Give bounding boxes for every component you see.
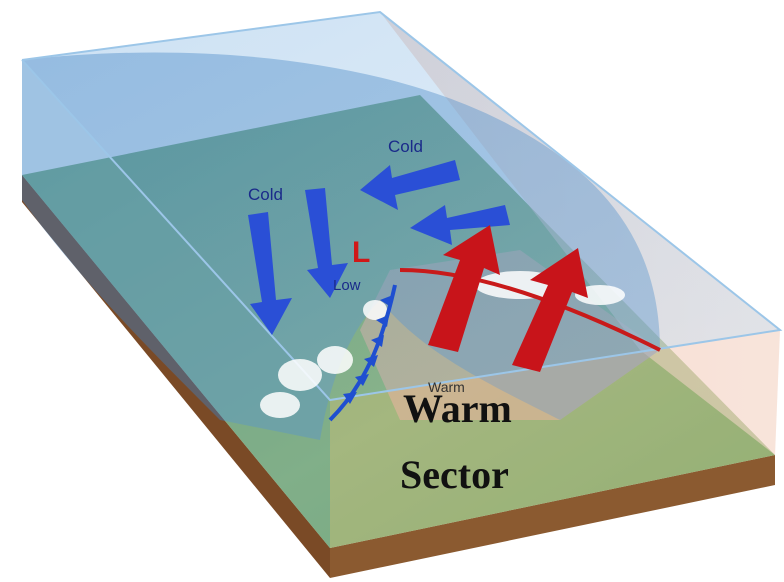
warm-front (399, 268, 661, 352)
label-cold: Cold (388, 137, 423, 156)
label-warm-sector: Warm (403, 386, 512, 431)
box-edges (21, 10, 783, 402)
air-box-front (330, 330, 780, 548)
clouds (260, 271, 625, 418)
label-low: Low (333, 277, 361, 294)
low-symbol: L (352, 236, 370, 269)
label-warm-sector: Sector (400, 452, 509, 497)
cold-arrows (248, 160, 510, 335)
label-warm-small: Warm (428, 379, 465, 395)
warm-arrows (428, 225, 588, 372)
soil-front (330, 455, 775, 578)
cold-front-teeth (343, 295, 393, 404)
label-cold: Cold (248, 185, 283, 204)
air-box-left (22, 60, 330, 548)
soil-left (22, 175, 330, 578)
